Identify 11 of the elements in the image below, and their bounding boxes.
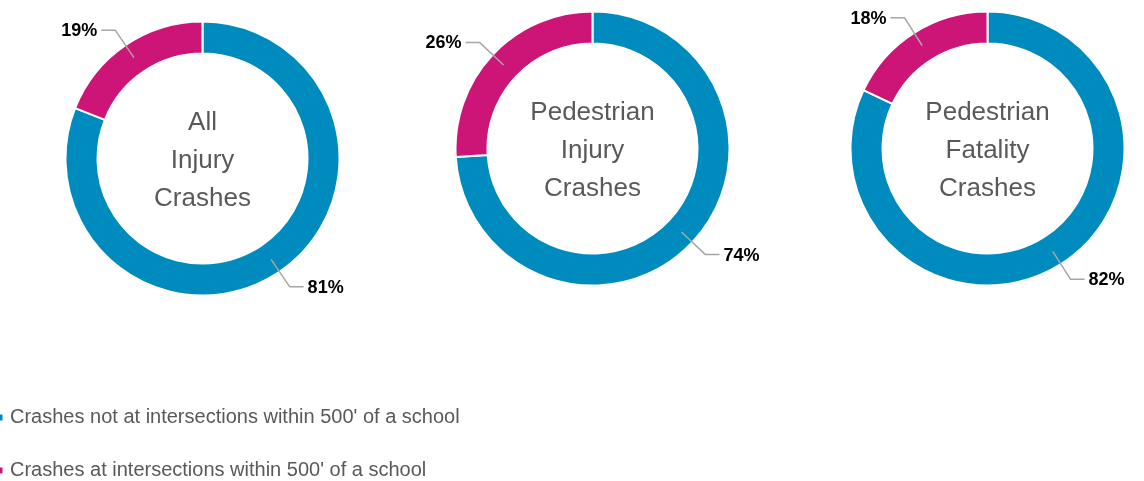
text: All Injury Crashes: [154, 105, 251, 212]
text: Pedestrian Injury Crashes: [530, 95, 655, 202]
text: Pedestrian Fatality Crashes: [925, 95, 1050, 202]
data-label: 18%: [850, 7, 887, 28]
data-label: 74%: [723, 244, 760, 265]
data-label: 81%: [307, 276, 344, 297]
legend-label: Crashes at intersections within 500' of a school: [10, 458, 427, 481]
legend-label: Crashes not at intersections within 500' of a school: [10, 405, 460, 428]
data-label: 19%: [61, 20, 98, 41]
data-label: 26%: [425, 32, 462, 53]
data-label: 82%: [1088, 269, 1125, 290]
